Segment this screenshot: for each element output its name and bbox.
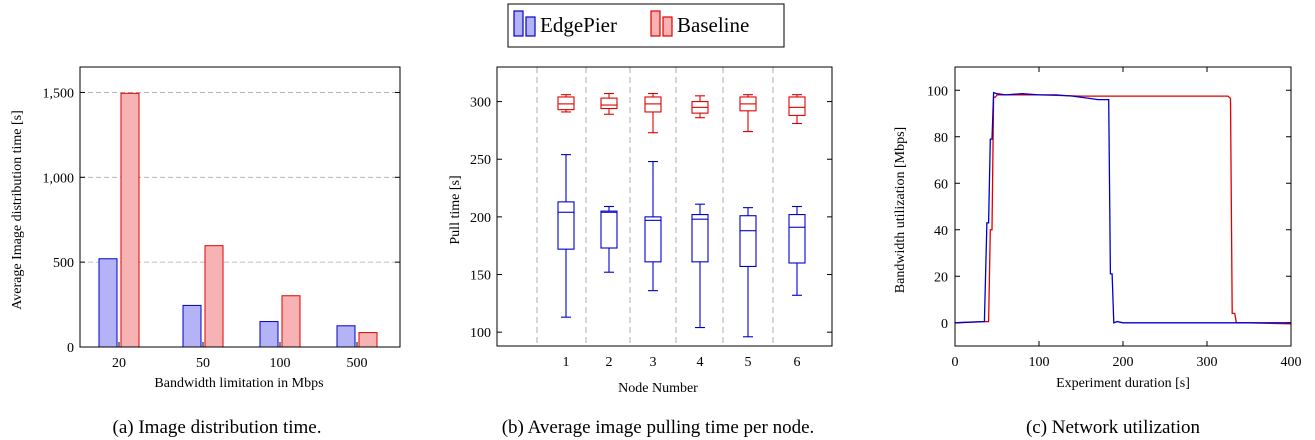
chart-c-xtick-label: 300 bbox=[1197, 355, 1218, 370]
chart-a-frame bbox=[79, 66, 401, 348]
chart-a-bar-baseline bbox=[120, 92, 140, 348]
chart-b-ytick-label: 100 bbox=[470, 326, 491, 341]
chart-b-box-edgepier bbox=[600, 210, 618, 249]
chart-c-xtick-label: 0 bbox=[952, 355, 959, 370]
legend-frame bbox=[507, 3, 785, 48]
legend-label-edgepier: EdgePier bbox=[540, 13, 617, 37]
chart-a-bar-edgepier bbox=[336, 325, 356, 348]
legend: EdgePier Baseline bbox=[507, 3, 785, 48]
chart-b-box-baseline bbox=[644, 96, 662, 113]
chart-a-ytick-label: 500 bbox=[53, 256, 74, 271]
chart-a-bar-edgepier bbox=[182, 304, 202, 348]
chart-c-frame bbox=[954, 66, 1292, 347]
chart-c-line-baseline bbox=[954, 94, 1292, 325]
chart-b-xtick-label: 6 bbox=[794, 355, 801, 370]
chart-c-xtick-label: 200 bbox=[1113, 355, 1134, 370]
chart-a-xtick-label: 20 bbox=[112, 356, 126, 371]
chart-a-ytick-label: 1,000 bbox=[43, 171, 75, 186]
chart-b-box: Pull time [s] Node Number (b) Average im… bbox=[448, 66, 833, 438]
chart-b-ylabel: Pull time [s] bbox=[448, 175, 463, 244]
chart-a-ylabel: Average Image distribution time [s] bbox=[10, 110, 25, 310]
legend-entry-edgepier: EdgePier bbox=[513, 10, 617, 37]
chart-a-caption: (a) Image distribution time. bbox=[113, 417, 322, 438]
legend-entry-baseline: Baseline bbox=[650, 10, 749, 37]
chart-a-xlabel: Bandwidth limitation in Mbps bbox=[154, 376, 323, 391]
chart-b-box-baseline bbox=[600, 97, 618, 110]
chart-a-bar-edgepier bbox=[98, 258, 118, 348]
chart-b-ytick-label: 150 bbox=[470, 269, 491, 284]
chart-a-bar: Average Image distribution time [s] Band… bbox=[10, 66, 401, 438]
chart-a-ytick-label: 0 bbox=[67, 341, 74, 356]
chart-b-ytick-label: 300 bbox=[470, 96, 491, 111]
chart-b-frame bbox=[496, 66, 833, 347]
chart-b-box-edgepier bbox=[557, 201, 575, 250]
chart-b-xtick-label: 5 bbox=[745, 355, 752, 370]
chart-c-caption: (c) Network utilization bbox=[1026, 417, 1201, 438]
chart-a-bar-baseline bbox=[358, 332, 378, 348]
chart-c-ytick-label: 100 bbox=[927, 84, 948, 99]
chart-c-ytick-label: 20 bbox=[934, 270, 948, 285]
chart-b-ytick-label: 200 bbox=[470, 211, 491, 226]
legend-label-baseline: Baseline bbox=[677, 13, 749, 37]
chart-c-xlabel: Experiment duration [s] bbox=[1056, 376, 1190, 391]
legend-swatch-edgepier-2 bbox=[525, 16, 536, 37]
chart-c-ytick-label: 0 bbox=[941, 317, 948, 332]
chart-b-xtick-label: 2 bbox=[606, 355, 613, 370]
chart-b-xtick-label: 3 bbox=[650, 355, 657, 370]
chart-c-ytick-label: 80 bbox=[934, 131, 948, 146]
chart-b-box-edgepier bbox=[691, 214, 709, 263]
chart-c-xtick-label: 400 bbox=[1281, 355, 1302, 370]
chart-b-box-edgepier bbox=[739, 215, 757, 268]
chart-c-ytick-label: 40 bbox=[934, 224, 948, 239]
chart-b-caption: (b) Average image pulling time per node. bbox=[502, 417, 815, 438]
chart-a-bar-baseline bbox=[281, 295, 301, 348]
chart-b-box-edgepier bbox=[788, 214, 806, 264]
legend-swatch-edgepier-1 bbox=[513, 10, 524, 37]
chart-b-box-baseline bbox=[788, 96, 806, 116]
chart-a-ytick-label: 1,500 bbox=[43, 86, 75, 101]
chart-b-xtick-label: 1 bbox=[563, 355, 570, 370]
chart-c-ylabel: Bandwidth utilization [Mbps] bbox=[893, 127, 908, 293]
chart-a-xtick-label: 500 bbox=[347, 356, 368, 371]
chart-c-ytick-label: 60 bbox=[934, 177, 948, 192]
legend-swatch-baseline-1 bbox=[650, 10, 661, 37]
chart-b-xlabel: Node Number bbox=[618, 381, 698, 396]
chart-a-bar-edgepier bbox=[259, 321, 279, 348]
chart-b-xtick-label: 4 bbox=[697, 355, 704, 370]
chart-b-ytick-label: 250 bbox=[470, 153, 491, 168]
chart-a-bar-baseline bbox=[204, 245, 224, 348]
chart-b-box-edgepier bbox=[644, 216, 662, 263]
chart-b-box-baseline bbox=[557, 96, 575, 111]
chart-c-xtick-label: 100 bbox=[1029, 355, 1050, 370]
chart-c-line: Bandwidth utilization [Mbps] Experiment … bbox=[893, 66, 1302, 438]
chart-c-line-edgepier bbox=[954, 91, 1291, 324]
chart-a-xtick-label: 50 bbox=[196, 356, 210, 371]
legend-swatch-baseline-2 bbox=[662, 16, 673, 37]
chart-a-xtick-label: 100 bbox=[270, 356, 291, 371]
